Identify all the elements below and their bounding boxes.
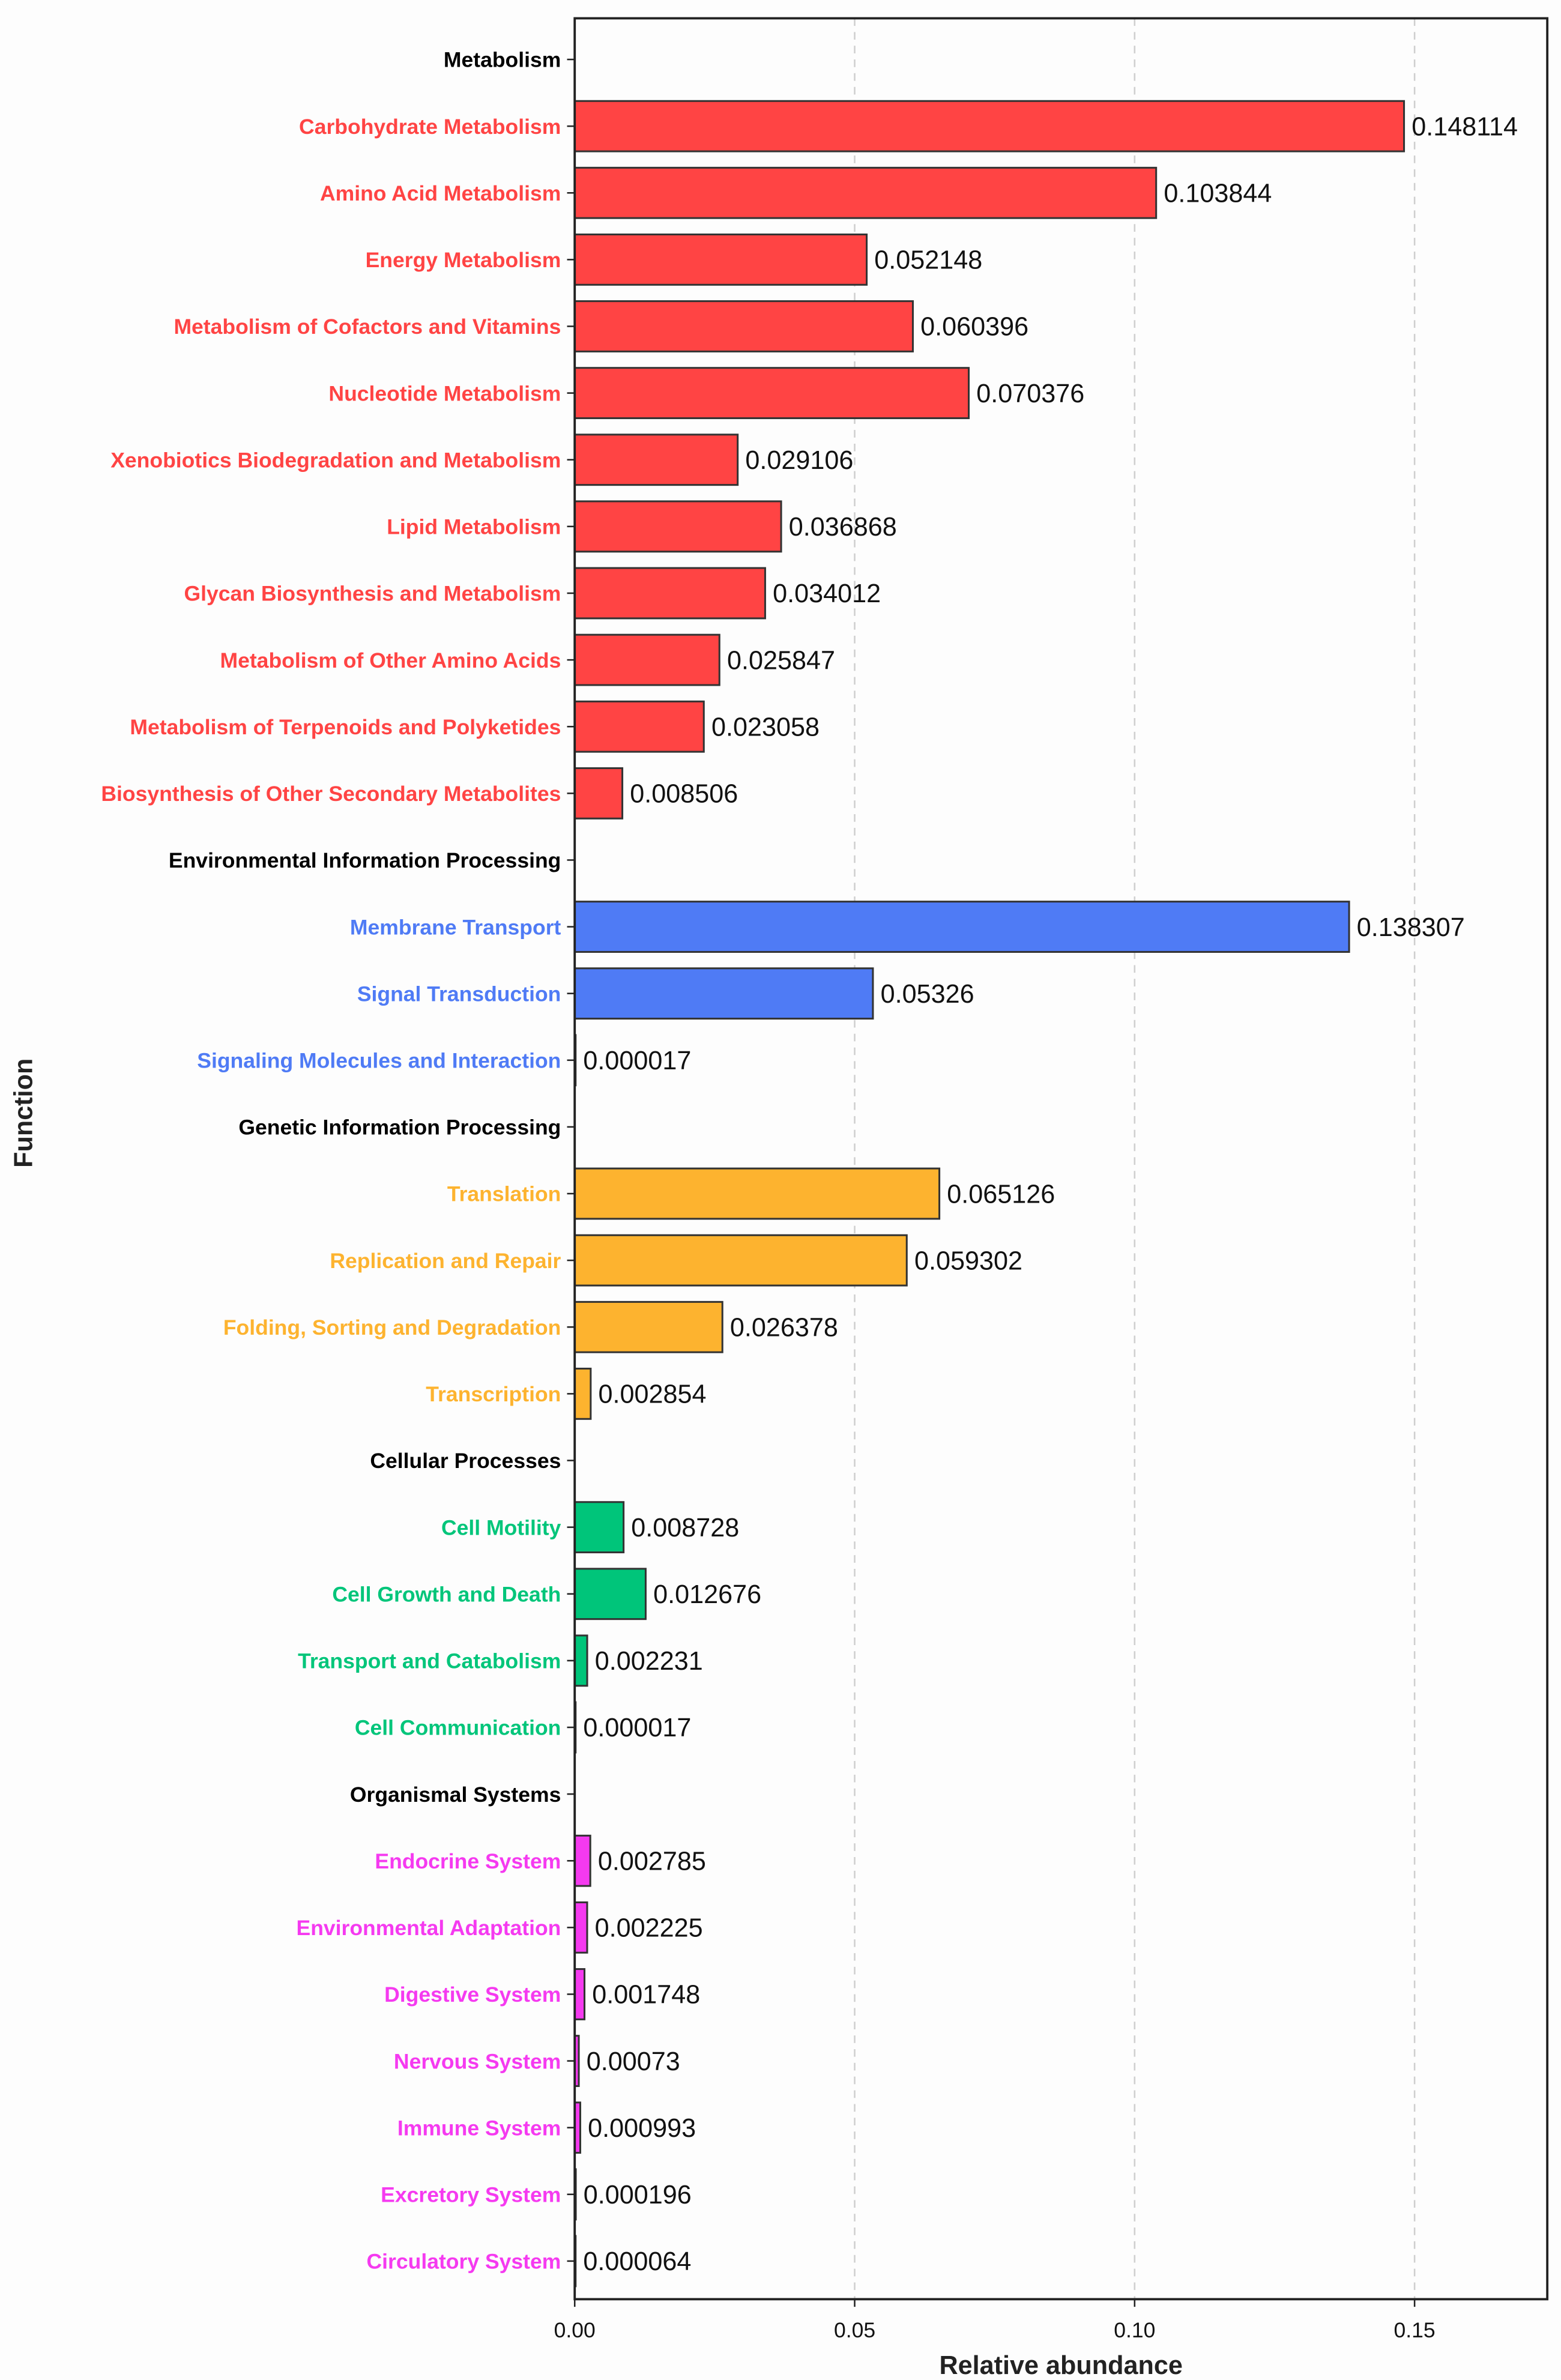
function-label: Glycan Biosynthesis and Metabolism	[184, 582, 561, 606]
category-header-label: Organismal Systems	[350, 1783, 561, 1807]
grid-lines	[854, 18, 1416, 2300]
value-label: 0.000017	[583, 1714, 691, 1742]
value-label: 0.026378	[730, 1314, 838, 1343]
function-label: Membrane Transport	[350, 915, 561, 939]
function-label: Immune System	[397, 2116, 561, 2140]
value-label: 0.05326	[881, 980, 974, 1009]
function-label: Biosynthesis of Other Secondary Metaboli…	[101, 782, 561, 806]
function-label: Energy Metabolism	[366, 248, 561, 272]
bar	[573, 633, 720, 686]
category-header-label: Metabolism	[444, 48, 561, 72]
function-label: Amino Acid Metabolism	[320, 181, 561, 205]
value-label: 0.025847	[727, 646, 835, 675]
value-label: 0.000064	[583, 2247, 691, 2276]
value-label: 0.103844	[1164, 180, 1272, 208]
bar	[573, 1901, 588, 1954]
value-label: 0.060396	[920, 313, 1028, 342]
plot-frame	[573, 17, 1549, 2301]
bar	[573, 500, 782, 553]
value-label: 0.029106	[745, 446, 853, 475]
function-label: Folding, Sorting and Degradation	[223, 1315, 561, 1340]
function-label: Excretory System	[381, 2183, 561, 2207]
function-label: Cell Motility	[441, 1515, 561, 1539]
bar	[573, 700, 705, 753]
bar	[573, 1834, 591, 1887]
value-label: 0.034012	[773, 579, 881, 608]
value-label: 0.000017	[583, 1047, 691, 1075]
function-label: Cell Communication	[355, 1716, 561, 1740]
bar	[573, 1634, 588, 1687]
value-label: 0.065126	[947, 1180, 1055, 1209]
bar	[573, 967, 874, 1020]
value-label: 0.148114	[1412, 112, 1518, 141]
value-label: 0.023058	[711, 713, 820, 741]
function-label: Environmental Adaptation	[297, 1916, 561, 1940]
y-tick-labels: Metabolism Carbohydrate Metabolism Amino A…	[101, 48, 575, 2274]
function-label: Signaling Molecules and Interaction	[197, 1048, 561, 1072]
bar	[573, 100, 1406, 153]
function-label: Metabolism of Cofactors and Vitamins	[174, 315, 561, 339]
function-label: Digestive System	[384, 1983, 561, 2007]
function-label: Circulatory System	[367, 2250, 561, 2274]
function-label: Endocrine System	[375, 1849, 561, 1873]
bar	[573, 567, 766, 620]
category-header-label: Cellular Processes	[370, 1449, 561, 1473]
value-label: 0.002854	[599, 1380, 707, 1409]
x-tick-label: 0.10	[1114, 2318, 1155, 2342]
value-label: 0.008506	[630, 780, 738, 809]
value-label: 0.002231	[595, 1647, 703, 1676]
value-label: 0.059302	[914, 1246, 1022, 1275]
category-header-label: Genetic Information Processing	[238, 1116, 561, 1140]
bar	[573, 1300, 723, 1353]
value-label: 0.002225	[595, 1914, 703, 1943]
value-label: 0.036868	[789, 513, 897, 542]
function-label: Nucleotide Metabolism	[328, 381, 561, 405]
value-label: 0.001748	[592, 1981, 700, 2010]
bar	[573, 1568, 647, 1620]
x-axis-label: Relative abundance	[940, 2351, 1183, 2380]
bar	[573, 767, 624, 820]
bar	[573, 1234, 908, 1287]
function-label: Lipid Metabolism	[387, 515, 561, 539]
category-header-label: Environmental Information Processing	[169, 848, 561, 872]
x-tick-label: 0.05	[834, 2318, 875, 2342]
bars: 0.148114 0.103844 0.052148 0.060396 0.070376…	[573, 100, 1518, 2288]
value-label: 0.002785	[598, 1847, 706, 1876]
x-tick-label: 0.15	[1394, 2318, 1436, 2342]
value-label: 0.000196	[584, 2181, 692, 2209]
bar	[573, 1968, 586, 2020]
value-label: 0.052148	[874, 246, 982, 275]
bar	[573, 166, 1158, 219]
x-ticks: 0.00 0.05 0.10 0.15	[554, 2299, 1436, 2342]
function-label: Transcription	[426, 1382, 561, 1406]
function-label: Translation	[447, 1182, 561, 1206]
value-label: 0.012676	[653, 1580, 761, 1609]
bar	[573, 300, 914, 352]
bar	[573, 1167, 941, 1220]
bar	[573, 1501, 625, 1554]
function-label: Metabolism of Terpenoids and Polyketides	[130, 715, 561, 739]
function-label: Nervous System	[394, 2049, 561, 2073]
y-axis-label: Function	[9, 1059, 38, 1168]
function-label: Cell Growth and Death	[332, 1582, 561, 1606]
function-label: Xenobiotics Biodegradation and Metabolis…	[110, 448, 561, 472]
x-tick-label: 0.00	[554, 2318, 596, 2342]
value-label: 0.00073	[587, 2047, 680, 2076]
bar	[573, 233, 868, 286]
bar	[573, 901, 1350, 953]
value-label: 0.000993	[588, 2114, 696, 2143]
function-label: Metabolism of Other Amino Acids	[220, 648, 561, 672]
function-label: Signal Transduction	[357, 982, 561, 1006]
bar	[573, 1367, 592, 1420]
value-label: 0.138307	[1357, 913, 1465, 942]
function-label: Carbohydrate Metabolism	[299, 115, 561, 139]
value-label: 0.008728	[631, 1514, 739, 1542]
bar	[573, 433, 739, 486]
function-label: Replication and Repair	[330, 1249, 561, 1273]
bar	[573, 367, 970, 420]
function-label: Transport and Catabolism	[298, 1649, 561, 1673]
value-label: 0.070376	[976, 379, 1084, 408]
